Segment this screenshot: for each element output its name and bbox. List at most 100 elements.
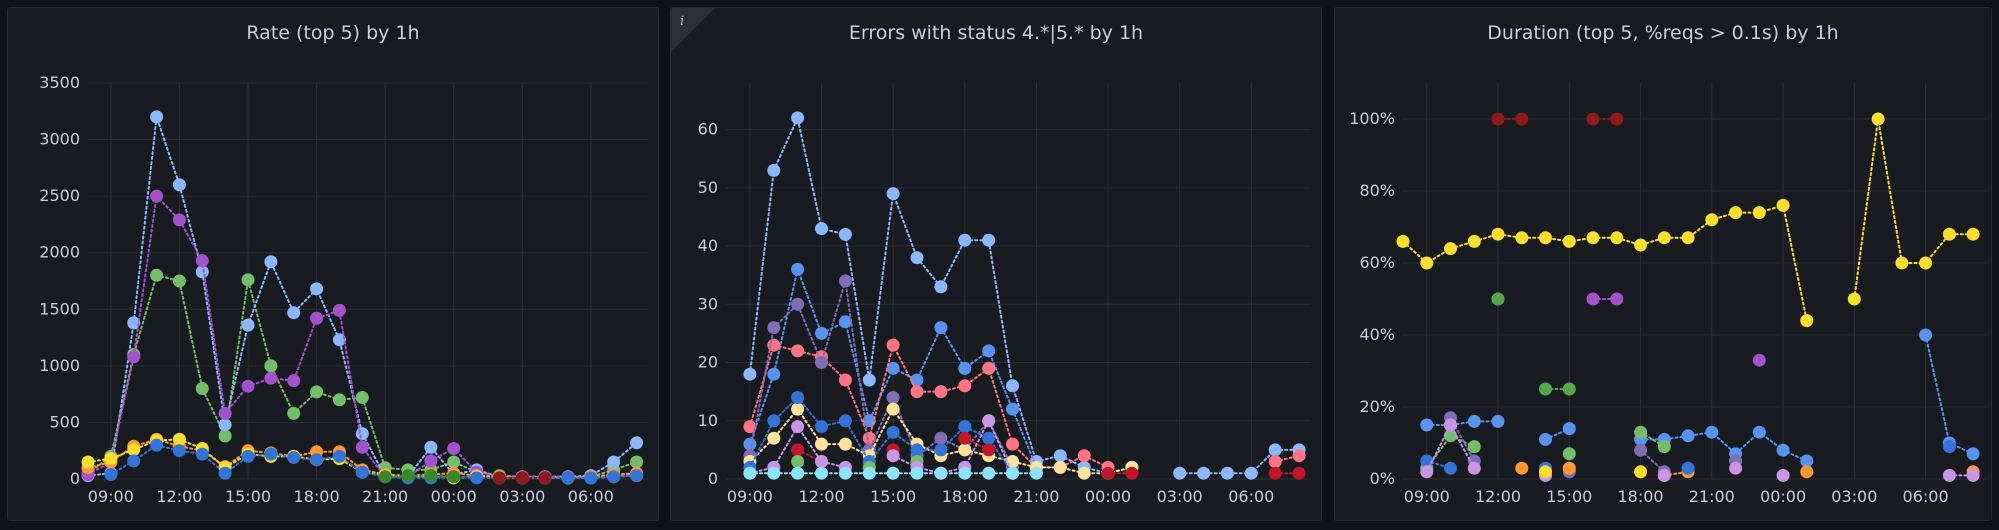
data-point[interactable] — [172, 444, 186, 458]
data-point[interactable] — [195, 254, 209, 268]
data-point[interactable] — [515, 471, 529, 485]
data-point[interactable] — [1268, 466, 1282, 480]
data-point[interactable] — [607, 470, 621, 484]
data-point[interactable] — [815, 466, 828, 480]
data-point[interactable] — [1634, 425, 1648, 439]
data-point[interactable] — [150, 110, 164, 124]
data-point[interactable] — [1125, 466, 1139, 480]
data-point[interactable] — [838, 315, 852, 329]
data-point[interactable] — [838, 414, 852, 428]
data-point[interactable] — [1942, 468, 1956, 482]
data-point[interactable] — [958, 233, 972, 247]
data-point[interactable] — [355, 440, 369, 454]
data-point[interactable] — [1077, 449, 1091, 463]
data-point[interactable] — [355, 391, 369, 404]
data-point[interactable] — [1420, 418, 1434, 432]
data-point[interactable] — [1268, 455, 1282, 468]
data-point[interactable] — [838, 373, 852, 387]
data-point[interactable] — [1420, 465, 1434, 479]
data-point[interactable] — [1562, 447, 1576, 461]
data-point[interactable] — [1966, 447, 1980, 461]
data-point[interactable] — [934, 466, 948, 480]
data-point[interactable] — [1562, 382, 1576, 396]
data-point[interactable] — [1610, 292, 1624, 306]
data-point[interactable] — [447, 470, 461, 484]
data-point[interactable] — [886, 425, 900, 439]
data-point[interactable] — [1006, 437, 1019, 451]
data-point[interactable] — [195, 265, 209, 279]
data-point[interactable] — [815, 356, 828, 369]
data-point[interactable] — [1467, 234, 1481, 248]
data-point[interactable] — [355, 465, 369, 479]
data-point[interactable] — [630, 469, 644, 483]
data-point[interactable] — [172, 178, 186, 192]
data-point[interactable] — [791, 391, 805, 404]
data-point[interactable] — [1634, 465, 1648, 479]
data-point[interactable] — [470, 471, 484, 485]
data-point[interactable] — [815, 455, 828, 468]
data-point[interactable] — [287, 406, 301, 420]
data-point[interactable] — [218, 466, 232, 480]
data-point[interactable] — [791, 455, 805, 468]
data-point[interactable] — [934, 431, 948, 445]
data-point[interactable] — [378, 470, 392, 484]
data-point[interactable] — [1895, 256, 1909, 270]
data-point[interactable] — [1006, 379, 1019, 393]
data-point[interactable] — [1292, 449, 1306, 463]
data-point[interactable] — [424, 440, 438, 454]
data-point[interactable] — [743, 420, 757, 434]
data-point[interactable] — [1752, 206, 1766, 220]
data-point[interactable] — [1776, 198, 1790, 212]
data-point[interactable] — [886, 466, 900, 480]
data-point[interactable] — [1800, 314, 1814, 328]
data-point[interactable] — [195, 382, 209, 395]
data-point[interactable] — [1942, 227, 1956, 241]
data-point[interactable] — [958, 361, 972, 375]
data-point[interactable] — [1101, 466, 1115, 480]
data-point[interactable] — [561, 471, 575, 485]
data-point[interactable] — [287, 306, 301, 320]
data-point[interactable] — [767, 431, 781, 445]
data-point[interactable] — [241, 449, 255, 463]
data-point[interactable] — [791, 344, 805, 358]
data-point[interactable] — [886, 338, 900, 352]
data-point[interactable] — [910, 466, 924, 480]
data-point[interactable] — [1467, 461, 1481, 475]
data-point[interactable] — [1562, 461, 1576, 475]
data-point[interactable] — [310, 282, 324, 296]
data-point[interactable] — [934, 385, 948, 399]
data-point[interactable] — [127, 350, 141, 364]
data-point[interactable] — [1053, 449, 1067, 463]
data-point[interactable] — [172, 274, 186, 288]
data-point[interactable] — [1396, 234, 1410, 248]
data-point[interactable] — [218, 406, 232, 420]
data-point[interactable] — [886, 361, 900, 375]
data-point[interactable] — [743, 437, 757, 451]
data-point[interactable] — [1657, 468, 1671, 482]
data-point[interactable] — [1420, 256, 1434, 270]
data-point[interactable] — [1515, 112, 1529, 126]
data-point[interactable] — [791, 111, 805, 125]
data-point[interactable] — [1444, 242, 1457, 256]
data-point[interactable] — [838, 274, 852, 288]
data-point[interactable] — [982, 414, 996, 428]
data-point[interactable] — [934, 443, 948, 457]
data-point[interactable] — [934, 321, 948, 335]
data-point[interactable] — [127, 454, 141, 468]
data-point[interactable] — [332, 333, 346, 347]
data-point[interactable] — [492, 471, 506, 485]
data-point[interactable] — [1491, 112, 1505, 126]
data-point[interactable] — [1681, 429, 1695, 443]
data-point[interactable] — [767, 367, 781, 381]
data-point[interactable] — [1539, 465, 1552, 479]
data-point[interactable] — [743, 466, 757, 480]
data-point[interactable] — [264, 447, 278, 461]
info-corner[interactable] — [671, 8, 715, 52]
data-point[interactable] — [982, 443, 996, 457]
data-point[interactable] — [1515, 461, 1529, 475]
data-point[interactable] — [241, 273, 255, 287]
data-point[interactable] — [241, 379, 255, 393]
data-point[interactable] — [1634, 443, 1648, 457]
data-point[interactable] — [607, 455, 621, 469]
data-point[interactable] — [1006, 402, 1019, 416]
